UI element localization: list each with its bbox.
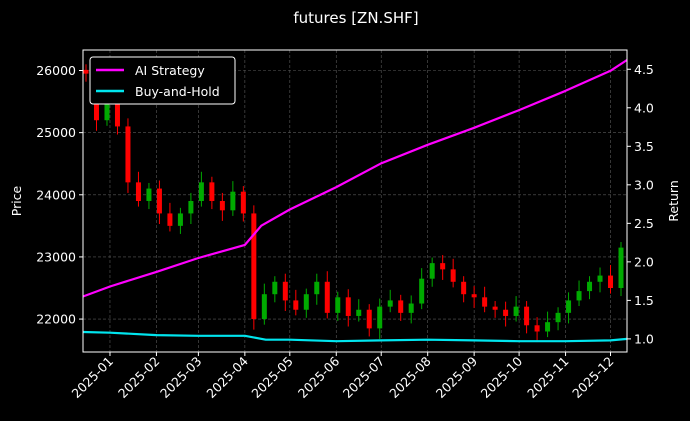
return-lines [82, 59, 628, 343]
candle-body [314, 281, 320, 295]
y-left-tick-label: 24000 [36, 187, 76, 202]
candle-body [146, 188, 152, 201]
candle-body [198, 182, 204, 201]
legend-box [89, 56, 236, 105]
chart-title: futures [ZN.SHF] [293, 9, 418, 27]
y-right-tick-label: 3.5 [634, 139, 654, 154]
candle-body [219, 201, 225, 211]
candle-body [251, 213, 257, 320]
candle-body [156, 188, 162, 214]
y-left-tick-label: 25000 [36, 125, 76, 140]
y-left-tick-label: 26000 [36, 63, 76, 78]
candle-body [114, 95, 120, 127]
candle-body [513, 306, 519, 316]
candle-body [492, 306, 498, 310]
candle-body [167, 213, 173, 226]
candle-body [419, 278, 425, 304]
y-axis-right-label: Return [666, 180, 681, 221]
candle-body [608, 275, 614, 288]
candle-body [408, 303, 414, 313]
candle-body [261, 294, 267, 320]
candle-body [135, 182, 141, 201]
candle-body [345, 297, 351, 316]
candle-body [440, 263, 446, 270]
candle-body [282, 281, 288, 301]
candle-body [104, 95, 110, 121]
candle-body [177, 213, 183, 226]
y-right-tick-label: 3.0 [634, 177, 654, 192]
candle-body [125, 126, 131, 183]
candle-body [377, 306, 383, 329]
candle-body [272, 281, 278, 295]
candle-body [188, 201, 194, 214]
candle-body [555, 312, 561, 323]
series-line-ai-strategy [82, 59, 628, 298]
candle-body [503, 309, 509, 316]
candle-body [293, 300, 299, 310]
y-left-tick-label: 23000 [36, 249, 76, 264]
candle-body [524, 306, 530, 326]
candle-body [576, 291, 582, 301]
candle-body [545, 322, 551, 332]
candle-body [587, 281, 593, 292]
y-right-tick-label: 4.5 [634, 62, 654, 77]
legend: AI Strategy Buy-and-Hold [89, 56, 236, 105]
y-right-tick-label: 1.5 [634, 293, 654, 308]
candle-body [303, 294, 309, 310]
candle-body [230, 191, 236, 211]
series-line-buy-and-hold [82, 330, 628, 343]
candle-body [366, 309, 372, 329]
y-axis-left-label: Price [9, 185, 24, 216]
candle-body [335, 297, 341, 313]
y-right-tick-label: 4.0 [634, 100, 654, 115]
candle-body [471, 294, 477, 298]
candle-body [534, 325, 540, 332]
candle-body [83, 69, 89, 74]
candle-body [398, 300, 404, 313]
candle-body [240, 191, 246, 214]
legend-label-buy-and-hold: Buy-and-Hold [135, 84, 220, 99]
candle-body [324, 281, 330, 313]
candle-body [597, 275, 603, 282]
candle-body [209, 182, 215, 201]
candle-body [356, 309, 362, 316]
candle-body [387, 300, 393, 307]
candle-body [482, 297, 488, 307]
legend-label-ai-strategy: AI Strategy [135, 63, 205, 78]
plot-frame [82, 49, 628, 353]
y-right-tick-label: 2.0 [634, 254, 654, 269]
price-candles [83, 64, 624, 343]
candle-body [618, 247, 624, 288]
y-left-tick-label: 22000 [36, 312, 76, 327]
y-right-tick-label: 2.5 [634, 216, 654, 231]
candle-body [566, 300, 572, 313]
y-right-tick-label: 1.0 [634, 331, 654, 346]
candle-body [461, 281, 467, 295]
candle-body [429, 263, 435, 279]
candle-body [450, 269, 456, 282]
